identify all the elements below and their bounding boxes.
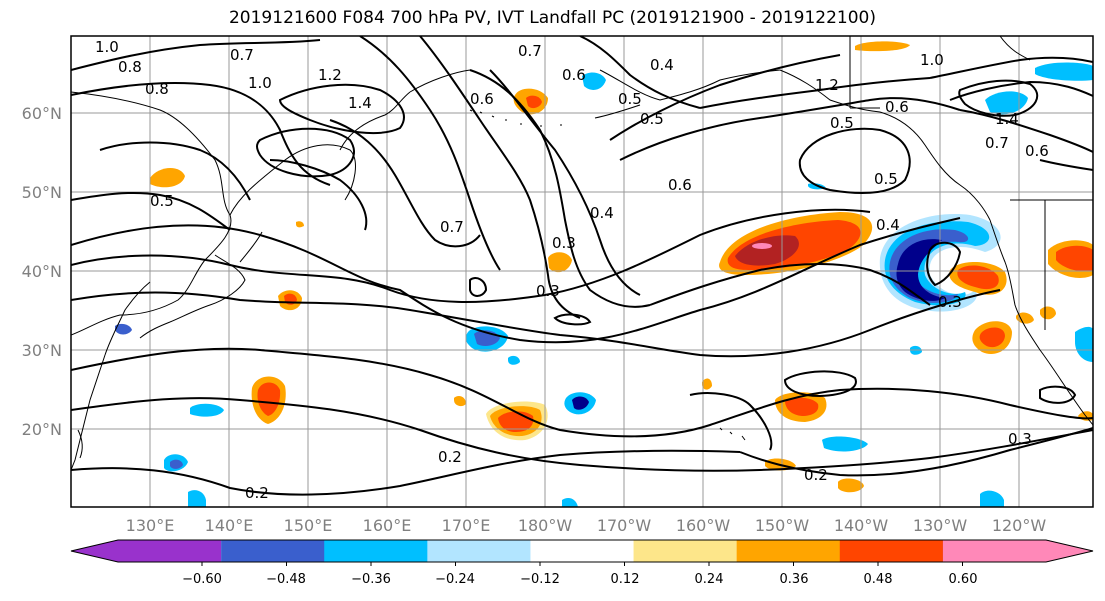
colorbar-segment [942, 540, 1093, 562]
contour-label: 1.4 [348, 94, 372, 112]
shading-layer [115, 41, 1093, 507]
colorbar-segment [530, 540, 635, 562]
contour-label: 1.4 [995, 110, 1019, 128]
lon-label: 150°W [754, 516, 810, 535]
lon-label: 180°W [517, 516, 573, 535]
lat-label: 50°N [21, 183, 62, 202]
contour-label: 0.2 [438, 448, 462, 466]
colorbar-tick-label: −0.48 [266, 572, 306, 587]
contour-label: 0.6 [470, 90, 494, 108]
lon-label: 140°E [204, 516, 254, 535]
lon-label: 170°W [596, 516, 652, 535]
colorbar-tick-label: 0.36 [779, 572, 809, 587]
lon-label: 130°E [125, 516, 175, 535]
contour-label: 1.0 [95, 38, 119, 56]
contour-label: 0.6 [1025, 142, 1049, 160]
contour-label: 0.2 [804, 466, 828, 484]
colorbar-tick-label: 0.24 [694, 572, 724, 587]
contour-label: 0.4 [590, 204, 614, 222]
colorbar-segment [427, 540, 531, 562]
contour-label: 0.5 [618, 90, 642, 108]
colorbar-segment [633, 540, 738, 562]
contour-label: 0.2 [245, 484, 269, 502]
lon-label: 170°E [441, 516, 491, 535]
contour-label: 0.6 [562, 66, 586, 84]
contour-label: 0.7 [518, 42, 542, 60]
contour-label: 0.5 [874, 170, 898, 188]
lon-label: 150°E [283, 516, 333, 535]
contour-labels: 1.0 0.8 0.8 0.7 1.0 1.2 1.4 0.5 0.7 0.6 … [95, 38, 1049, 502]
lon-label: 130°W [912, 516, 968, 535]
contour-label: 0.4 [876, 216, 900, 234]
colorbar-segment [221, 540, 325, 562]
lon-label: 120°W [991, 516, 1047, 535]
contour-label: 0.3 [1008, 430, 1032, 448]
colorbar-segment [71, 540, 222, 562]
map-title: 2019121600 F084 700 hPa PV, IVT Landfall… [228, 8, 876, 28]
lon-label: 140°W [833, 516, 889, 535]
colorbar-tick-label: 0.48 [863, 572, 893, 587]
colorbar-segment [736, 540, 841, 562]
colorbar-tick-label: 0.12 [610, 572, 640, 587]
contour-label: 0.3 [552, 234, 576, 252]
contour-label: 0.3 [536, 282, 560, 300]
lat-label: 20°N [21, 420, 62, 439]
contour-label: 0.4 [650, 56, 674, 74]
lat-label: 60°N [21, 104, 62, 123]
lat-label: 40°N [21, 262, 62, 281]
pv-contours [71, 36, 1093, 496]
contour-label: 0.6 [668, 176, 692, 194]
contour-label: 0.3 [938, 293, 962, 311]
contour-label: 1.2 [318, 66, 342, 84]
colorbar-segment [324, 540, 428, 562]
contour-label: 0.7 [985, 134, 1009, 152]
lon-label: 160°E [362, 516, 412, 535]
contour-label: 0.8 [118, 58, 142, 76]
contour-label: 0.5 [150, 192, 174, 210]
contour-label: 0.8 [145, 80, 169, 98]
colorbar-tick-label: −0.24 [435, 572, 475, 587]
colorbar-tick-label: −0.12 [520, 572, 560, 587]
contour-label: 0.5 [830, 114, 854, 132]
colorbar-tick-label: −0.60 [182, 572, 222, 587]
lat-label: 30°N [21, 341, 62, 360]
contour-label: 0.7 [440, 218, 464, 236]
contour-label: 1.0 [920, 51, 944, 69]
contour-label: 0.5 [640, 110, 664, 128]
contour-label: 0.6 [885, 98, 909, 116]
colorbar-tick-label: 0.60 [948, 572, 978, 587]
contour-label: 1.0 [248, 74, 272, 92]
colorbar-segment [839, 540, 944, 562]
colorbar-tick-label: −0.36 [351, 572, 391, 587]
lon-label: 160°W [675, 516, 731, 535]
map-frame [70, 35, 1094, 508]
colorbar-outline [70, 539, 1094, 563]
contour-label: 0.7 [230, 46, 254, 64]
contour-label: 1.2 [815, 76, 839, 94]
